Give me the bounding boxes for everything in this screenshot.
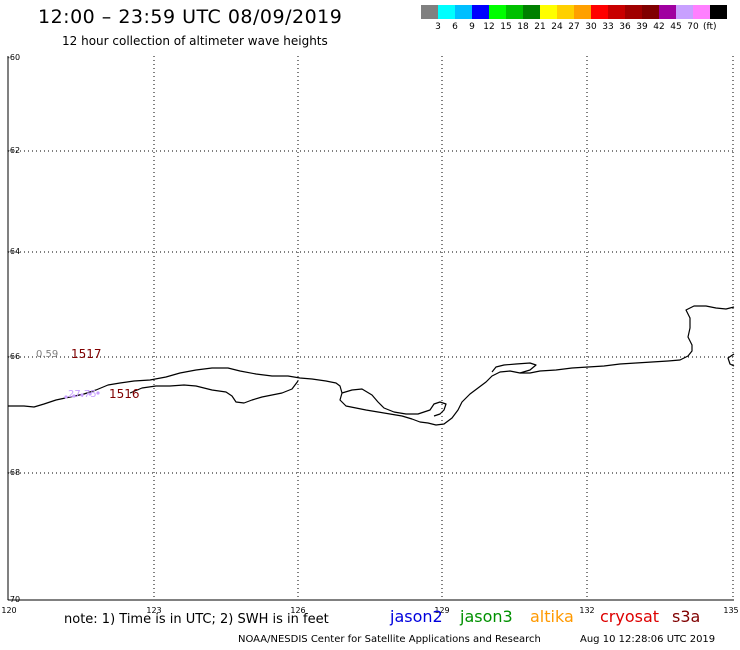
color-scale-swatch <box>438 5 455 19</box>
color-scale-swatch <box>574 5 591 19</box>
coastline <box>8 305 735 426</box>
color-scale-swatch <box>710 5 727 19</box>
color-scale-swatch <box>489 5 506 19</box>
color-scale-swatch <box>608 5 625 19</box>
color-scale-swatch <box>455 5 472 19</box>
observation-swh-value: 0.59 <box>36 349 58 360</box>
coastline-east <box>491 362 537 374</box>
coastline-inlet <box>129 380 299 404</box>
mission-label-altika: altika <box>530 607 574 626</box>
generated-timestamp: Aug 10 12:28:06 UTC 2019 <box>580 634 716 645</box>
color-scale-swatch <box>472 5 489 19</box>
lon-tick-label: 132 <box>579 606 594 615</box>
longitude-gridlines <box>153 56 734 600</box>
lon-tick-label: 135 <box>723 606 738 615</box>
observation-time: 1516 <box>109 387 140 401</box>
lon-tick-label: 120 <box>1 606 16 615</box>
lon-tick-label: 123 <box>146 606 161 615</box>
map-subtitle: 12 hour collection of altimeter wave hei… <box>62 34 328 48</box>
color-scale-label: 21 <box>534 22 546 32</box>
lon-tick-label: 126 <box>290 606 305 615</box>
track-point <box>96 391 100 395</box>
color-scale-label: 36 <box>619 22 631 32</box>
color-scale-label: 15 <box>500 22 512 32</box>
lat-tick-label: -62 <box>7 146 20 155</box>
latitude-gridlines <box>8 150 734 474</box>
footer-note: note: 1) Time is in UTC; 2) SWH is in fe… <box>64 612 329 627</box>
color-scale-label: 33 <box>602 22 614 32</box>
mission-label-cryosat: cryosat <box>600 607 660 626</box>
color-scale-unit: (ft) <box>703 22 717 32</box>
mission-label-s3a: s3a <box>672 607 701 626</box>
track-point <box>80 393 84 397</box>
color-scale-swatch <box>540 5 557 19</box>
color-scale-swatch <box>642 5 659 19</box>
altimeter-track <box>64 391 100 399</box>
lon-tick-label: 129 <box>434 606 449 615</box>
color-scale-label: 3 <box>435 22 441 32</box>
lat-tick-label: -60 <box>7 53 20 62</box>
color-scale-label: 70 <box>687 22 699 32</box>
color-scale-label: 30 <box>585 22 597 32</box>
credit-line: NOAA/NESDIS Center for Satellite Applica… <box>238 634 541 645</box>
coastline-bay <box>341 388 447 417</box>
lat-tick-label: -64 <box>7 247 20 256</box>
color-scale-label: 27 <box>568 22 580 32</box>
color-scale-swatch <box>591 5 608 19</box>
color-scale-swatch <box>676 5 693 19</box>
color-scale-label: 9 <box>469 22 475 32</box>
observation-swh-value: 27.75 <box>68 389 97 400</box>
color-scale-label: 6 <box>452 22 458 32</box>
color-scale-swatch <box>693 5 710 19</box>
lat-tick-label: -66 <box>7 352 20 361</box>
mission-label-jason2: jason2 <box>390 607 443 626</box>
track-point <box>88 392 92 396</box>
color-scale-swatch <box>625 5 642 19</box>
track-point <box>64 395 68 399</box>
coastline-edge <box>727 353 735 367</box>
color-scale-swatch <box>659 5 676 19</box>
color-scale-swatch <box>421 5 438 19</box>
color-scale-label: 45 <box>670 22 682 32</box>
color-scale-swatch <box>523 5 540 19</box>
map-title: 12:00 – 23:59 UTC 08/09/2019 <box>38 6 343 28</box>
track-point <box>72 394 76 398</box>
coastline-main <box>8 305 735 426</box>
color-scale-label: 39 <box>636 22 648 32</box>
color-scale-swatch <box>557 5 574 19</box>
color-scale-label: 12 <box>483 22 495 32</box>
color-scale-label: 18 <box>517 22 529 32</box>
color-scale-label: 42 <box>653 22 665 32</box>
lat-tick-label: -68 <box>7 468 20 477</box>
color-scale-swatch <box>506 5 523 19</box>
color-scale-label: 24 <box>551 22 563 32</box>
mission-label-jason3: jason3 <box>460 607 513 626</box>
lat-tick-label: -70 <box>7 595 20 604</box>
observation-time: 1517 <box>71 347 102 361</box>
